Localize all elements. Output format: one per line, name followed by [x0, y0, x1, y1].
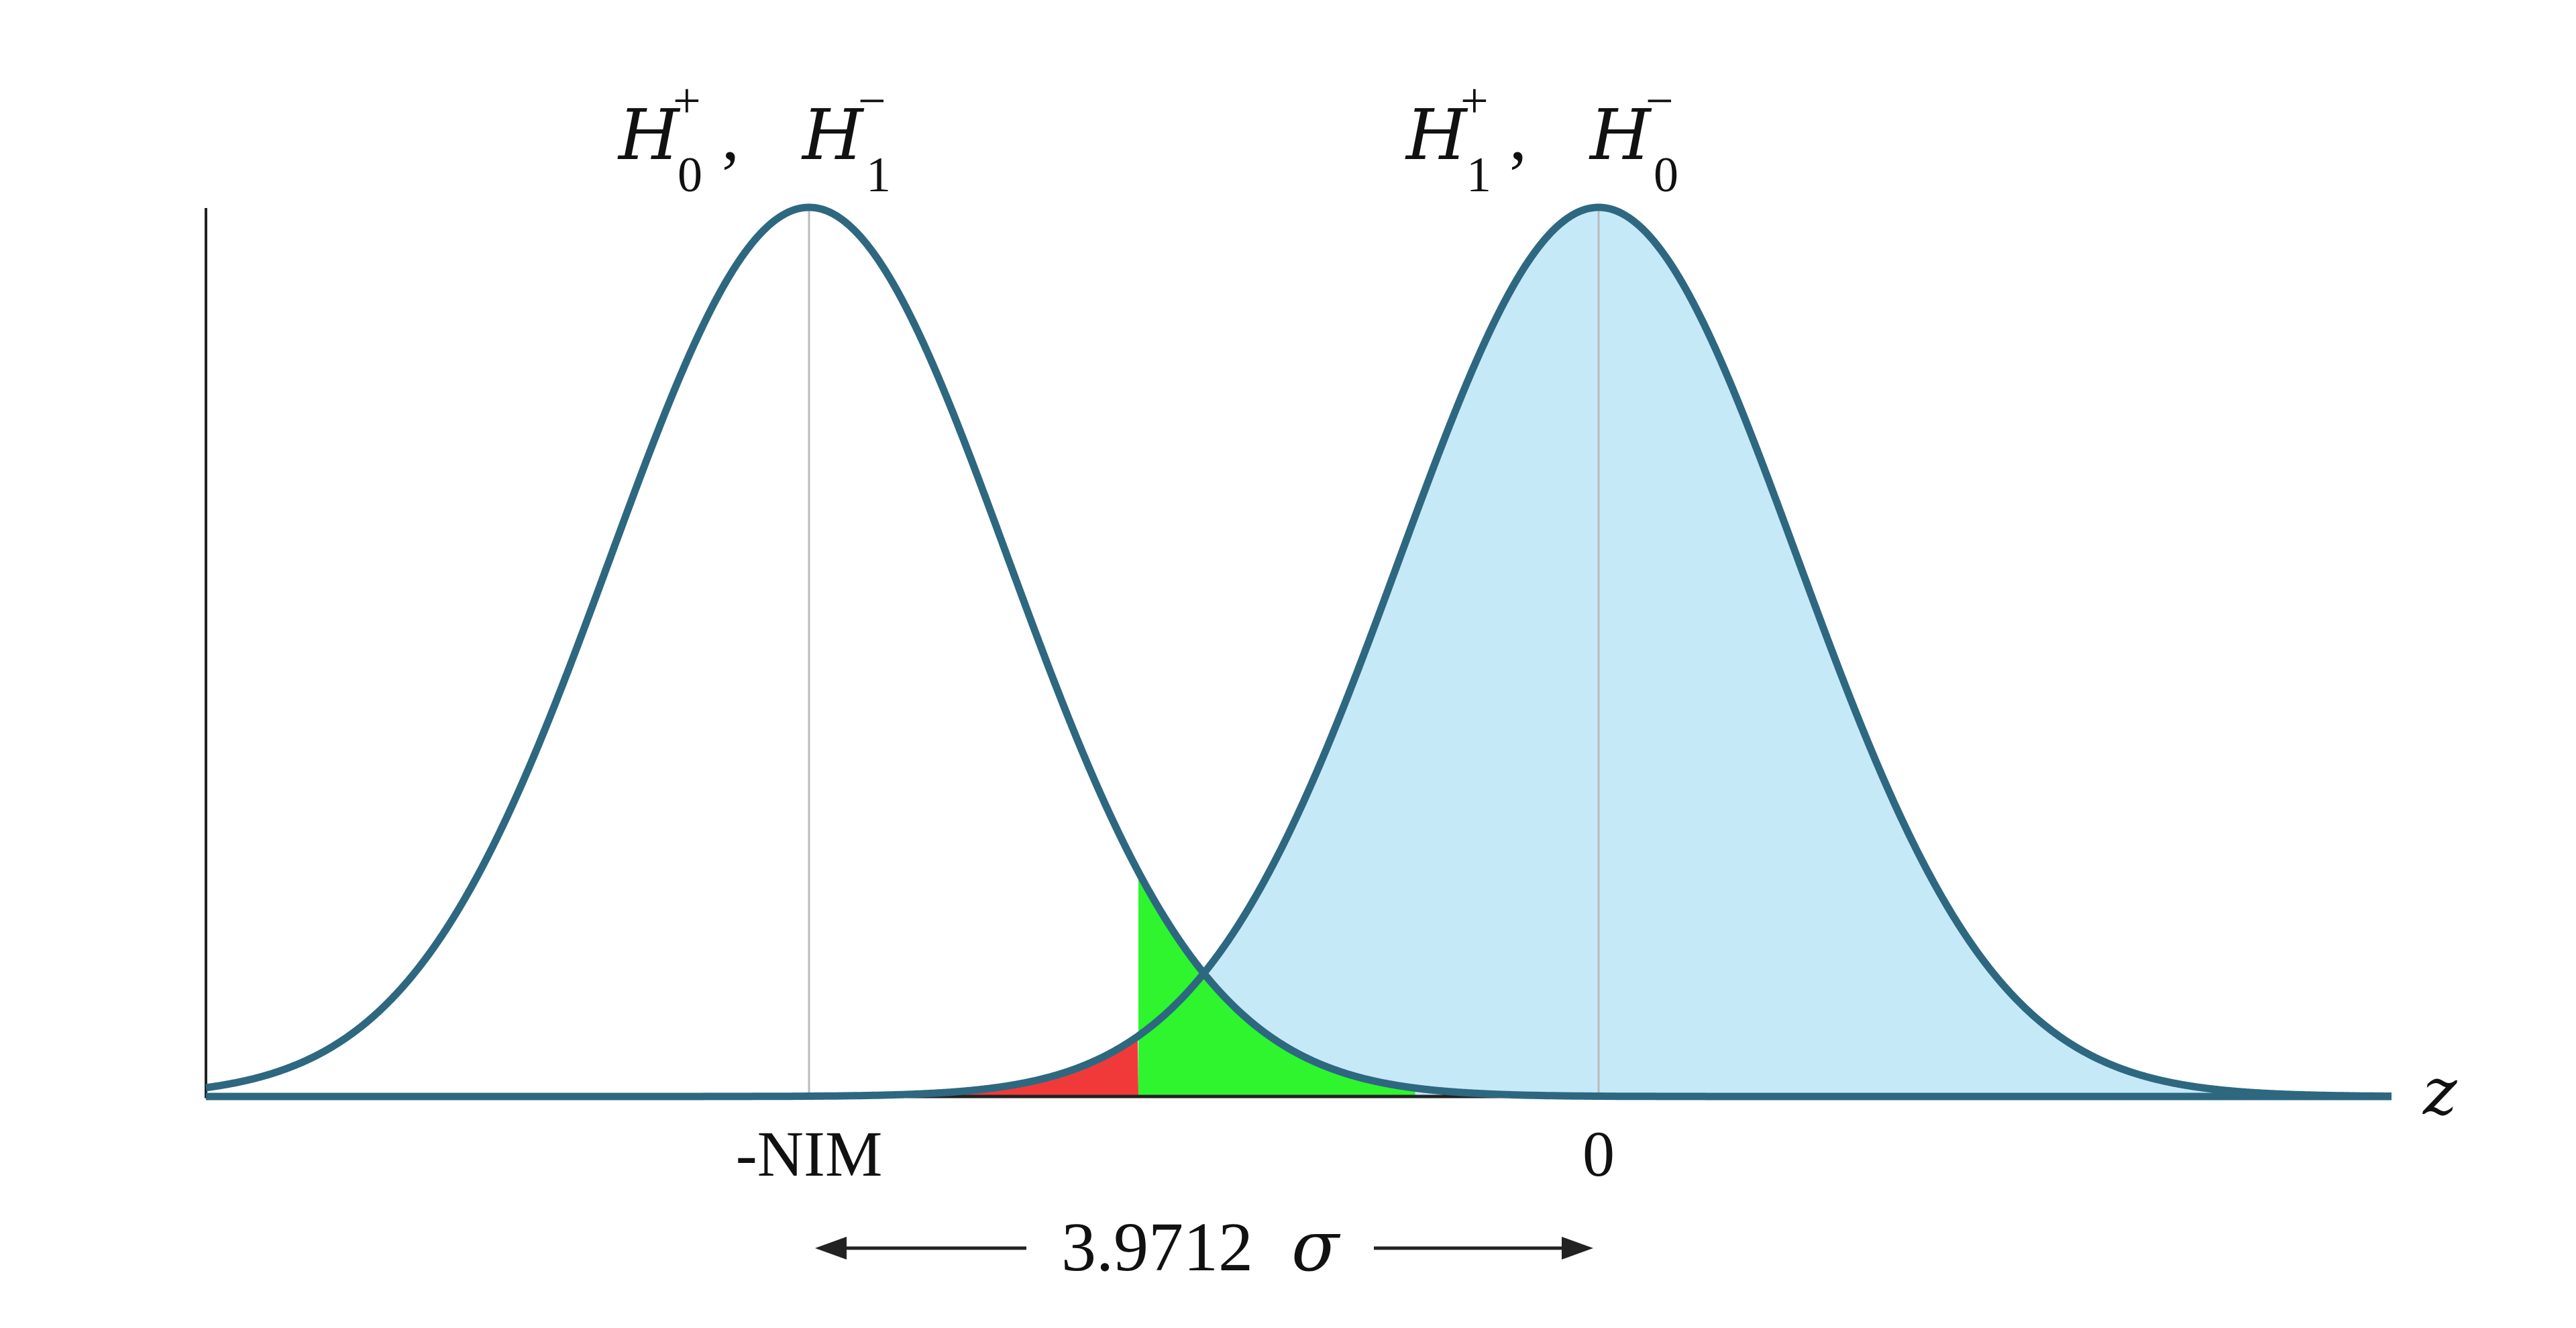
distance-arrowhead-right: [1562, 1237, 1593, 1260]
left-label-h-plus: H: [617, 94, 681, 176]
alternative-distribution-fill: [1138, 207, 2392, 1096]
distance-arrowhead-left: [815, 1237, 847, 1260]
right-tick-label: 0: [1582, 1118, 1615, 1190]
distance-unit: σ: [1291, 1205, 1341, 1287]
right-label-h-plus-sup: +: [1460, 74, 1489, 129]
distance-value: 3.9712: [1061, 1209, 1253, 1286]
null-distribution-curve: [203, 203, 2394, 1101]
right-label-h-minus: H: [1589, 94, 1652, 176]
left-label-h-plus-sub: 0: [678, 148, 702, 203]
right-label-h-plus-sub: 1: [1466, 148, 1491, 203]
type-one-error-region-fill: [906, 1036, 1138, 1096]
left-label-h-plus-sup: +: [673, 74, 701, 129]
left-tick-label: -NIM: [736, 1118, 883, 1190]
alternative-distribution-curve: [203, 203, 2394, 1101]
left-peak-label: H + 0 , H − 1: [617, 74, 891, 203]
power-region-fill: [1138, 872, 1415, 1096]
right-label-h-minus-sup: −: [1646, 74, 1674, 129]
x-axis-label: z: [2422, 1054, 2458, 1129]
right-label-h-minus-sub: 0: [1654, 148, 1678, 203]
distance-annotation: 3.9712 σ: [815, 1205, 1593, 1287]
left-label-separator: ,: [722, 97, 739, 174]
left-label-h-minus-sup: −: [858, 74, 886, 129]
right-label-h-plus: H: [1405, 94, 1468, 176]
right-label-separator: ,: [1509, 97, 1527, 174]
right-peak-label: H + 1 , H − 0: [1405, 74, 1678, 203]
left-label-h-minus: H: [801, 94, 865, 176]
left-label-h-minus-sub: 1: [866, 148, 891, 203]
